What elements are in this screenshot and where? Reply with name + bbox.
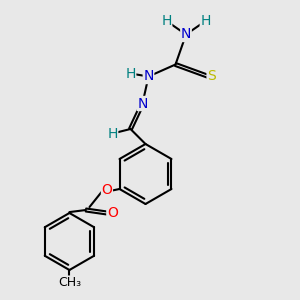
Text: H: H <box>200 14 211 28</box>
Text: O: O <box>101 184 112 197</box>
Text: N: N <box>137 97 148 110</box>
Text: N: N <box>143 70 154 83</box>
Text: H: H <box>125 67 136 80</box>
Text: H: H <box>107 127 118 140</box>
Text: O: O <box>107 206 118 220</box>
Text: N: N <box>181 28 191 41</box>
Text: CH₃: CH₃ <box>58 276 81 289</box>
Text: S: S <box>207 70 216 83</box>
Text: H: H <box>161 14 172 28</box>
